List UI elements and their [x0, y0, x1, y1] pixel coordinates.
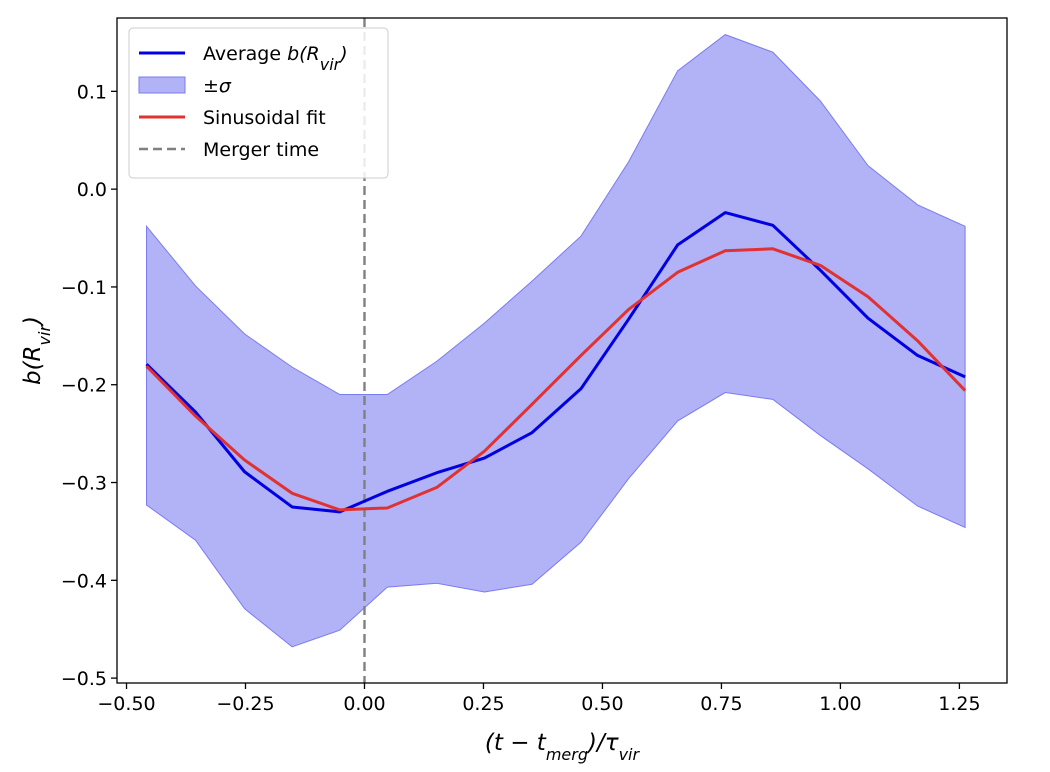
legend-entry-sigma: ±σ — [138, 75, 232, 97]
legend: Average b(Rvir)±σ Sinusoidal fit Merger ti… — [128, 27, 389, 179]
legend-label: ±σ — [203, 75, 232, 97]
plot-frame — [116, 17, 1008, 684]
x-tick-label: −0.25 — [216, 693, 274, 715]
legend-entry-sinusoidal-fit: Sinusoidal fit — [139, 107, 326, 129]
x-tick-label: 1.25 — [938, 693, 980, 715]
x-tick-label: 0.00 — [343, 693, 385, 715]
x-tick-label: −0.50 — [97, 693, 155, 715]
y-tick-label: 0.0 — [77, 179, 107, 201]
y-tick-label: −0.3 — [61, 473, 107, 495]
legend-swatch — [138, 76, 186, 94]
legend-label: Merger time — [203, 139, 319, 161]
sinusoidal-fit-line — [145, 247, 967, 512]
x-tick-label: 0.75 — [700, 693, 742, 715]
sigma-band — [146, 34, 966, 648]
series-lines-layer — [145, 211, 967, 514]
y-axis-ticks: −0.5 −0.4 −0.3 −0.2 −0.1 0.0 0.1 — [61, 81, 117, 690]
average-line — [145, 211, 966, 514]
legend-entry-average: Average b(Rvir) — [139, 43, 348, 74]
y-tick-label: −0.2 — [61, 375, 107, 397]
legend-box — [128, 27, 389, 179]
x-axis-ticks: −0.50 −0.25 0.00 0.25 0.50 0.75 1.00 1.25 — [97, 683, 981, 715]
legend-label: Average b(Rvir) — [203, 43, 348, 74]
y-tick-label: −0.5 — [61, 668, 107, 690]
y-tick-label: −0.4 — [61, 570, 107, 592]
x-tick-label: 0.50 — [581, 693, 623, 715]
x-tick-label: 1.00 — [819, 693, 861, 715]
legend-entry-merger-time: Merger time — [139, 139, 319, 161]
x-axis-label: (t − tmerg)/τvir — [485, 730, 641, 764]
legend-label: Sinusoidal fit — [203, 107, 326, 129]
sigma-band-layer — [146, 34, 966, 648]
y-tick-label: −0.1 — [61, 277, 107, 299]
y-tick-label: 0.1 — [77, 81, 107, 103]
y-axis-label: b(Rvir) — [20, 316, 54, 385]
x-tick-label: 0.25 — [462, 693, 504, 715]
